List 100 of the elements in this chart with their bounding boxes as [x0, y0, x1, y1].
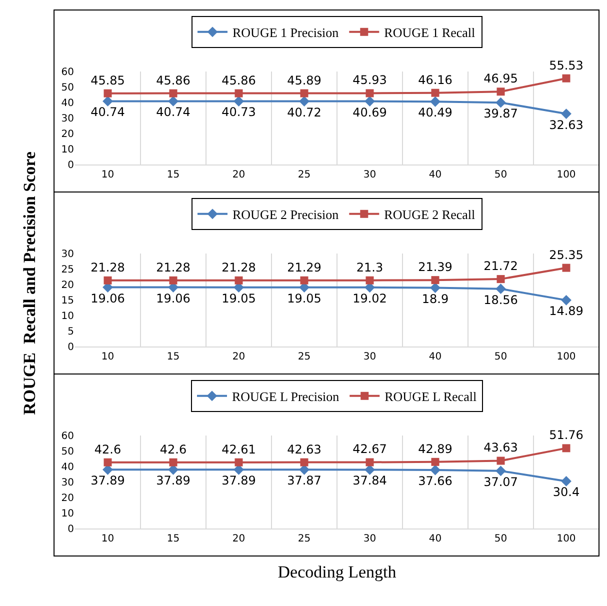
data-label: 21.3	[356, 260, 384, 274]
point	[104, 89, 112, 98]
data-label: 21.28	[222, 260, 256, 274]
point	[364, 464, 375, 475]
data-label: 42.61	[222, 442, 256, 456]
y-tick-label: 30	[61, 248, 74, 260]
data-label: 14.89	[549, 304, 584, 318]
point	[169, 458, 178, 466]
y-tick-label: 0	[68, 524, 74, 535]
data-label: 42.6	[160, 442, 187, 456]
data-label: 45.93	[352, 73, 387, 88]
x-tick-label: 20	[232, 533, 246, 544]
legend-label: ROUGE L Precision	[232, 388, 340, 404]
data-label: 46.95	[484, 72, 518, 86]
data-label: 19.05	[222, 291, 256, 306]
data-label: 39.87	[484, 106, 518, 121]
point	[562, 264, 570, 272]
x-axis-title: Decoding Length	[278, 562, 397, 582]
point	[169, 276, 178, 284]
point	[430, 464, 440, 476]
point	[234, 276, 243, 284]
x-tick-label: 40	[428, 351, 442, 362]
data-label: 19.05	[287, 291, 322, 306]
point	[234, 96, 244, 106]
y-tick-label: 20	[61, 128, 74, 140]
point	[430, 96, 440, 107]
y-tick-label: 0	[68, 160, 74, 171]
data-label: 45.89	[287, 73, 322, 88]
x-tick-label: 40	[428, 169, 442, 180]
data-label: 40.74	[156, 105, 190, 120]
y-tick-label: 20	[61, 280, 74, 291]
point	[496, 97, 506, 108]
y-tick-label: 60	[61, 430, 74, 442]
data-label: 37.66	[418, 474, 452, 488]
y-tick-label: 15	[61, 295, 74, 306]
data-label: 37.89	[90, 474, 125, 488]
x-tick-label: 30	[363, 533, 376, 544]
point	[104, 276, 112, 284]
data-label: 37.84	[352, 474, 387, 488]
legend-label: ROUGE 2 Precision	[232, 206, 340, 222]
point	[561, 476, 572, 486]
x-tick-label: 10	[101, 169, 114, 180]
data-label: 18.9	[422, 292, 449, 306]
x-tick-label: 15	[166, 533, 180, 544]
point	[431, 88, 440, 97]
data-label: 51.76	[549, 428, 584, 442]
point	[561, 294, 572, 306]
y-tick-label: 10	[61, 508, 74, 520]
legend-label: ROUGE 2 Recall	[384, 206, 476, 222]
point	[299, 96, 310, 106]
point	[562, 74, 570, 82]
data-label: 40.49	[418, 106, 452, 120]
legend-label: ROUGE L Recall	[384, 388, 477, 404]
data-label: 30.4	[552, 485, 580, 500]
x-tick-label: 25	[298, 169, 311, 180]
x-tick-label: 30	[363, 351, 376, 362]
x-tick-label: 20	[232, 351, 246, 362]
data-label: 55.53	[549, 58, 584, 72]
point	[496, 466, 506, 476]
legend-label: ROUGE 1 Precision	[232, 24, 340, 40]
x-tick-label: 30	[363, 169, 376, 180]
x-tick-label: 20	[232, 169, 246, 180]
point	[431, 276, 440, 284]
data-label: 42.6	[94, 442, 122, 456]
x-tick-label: 10	[101, 351, 114, 362]
data-label: 37.89	[222, 474, 256, 488]
x-tick-label: 40	[428, 533, 442, 544]
y-tick-label: 40	[61, 462, 74, 473]
data-label: 42.89	[418, 442, 452, 456]
y-tick-label: 50	[61, 446, 74, 458]
data-label: 21.72	[484, 259, 518, 274]
point	[496, 88, 505, 96]
point	[104, 458, 112, 466]
data-label: 18.56	[484, 292, 518, 307]
data-label: 32.63	[549, 118, 584, 132]
point	[366, 276, 374, 284]
data-label: 42.63	[287, 442, 322, 456]
data-label: 40.69	[352, 105, 387, 120]
y-tick-label: 0	[68, 342, 74, 353]
x-tick-label: 50	[494, 169, 508, 180]
point	[366, 458, 374, 466]
y-tick-label: 10	[61, 144, 74, 156]
x-tick-label: 100	[556, 351, 576, 362]
x-tick-label: 50	[494, 533, 508, 544]
y-tick-label: 50	[61, 82, 74, 94]
x-tick-label: 15	[166, 169, 180, 180]
data-label: 19.02	[352, 291, 387, 306]
point	[496, 284, 506, 294]
x-tick-label: 100	[556, 169, 576, 180]
data-label: 43.63	[484, 440, 518, 455]
x-tick-label: 15	[166, 351, 180, 362]
data-label: 19.06	[90, 291, 125, 306]
data-label: 21.29	[287, 260, 322, 274]
data-label: 21.28	[156, 260, 190, 274]
data-label: 46.16	[418, 72, 452, 87]
data-label: 37.89	[156, 474, 190, 488]
point	[168, 96, 178, 106]
point	[169, 89, 178, 98]
y-tick-label: 40	[61, 98, 74, 109]
x-tick-label: 25	[298, 533, 311, 544]
